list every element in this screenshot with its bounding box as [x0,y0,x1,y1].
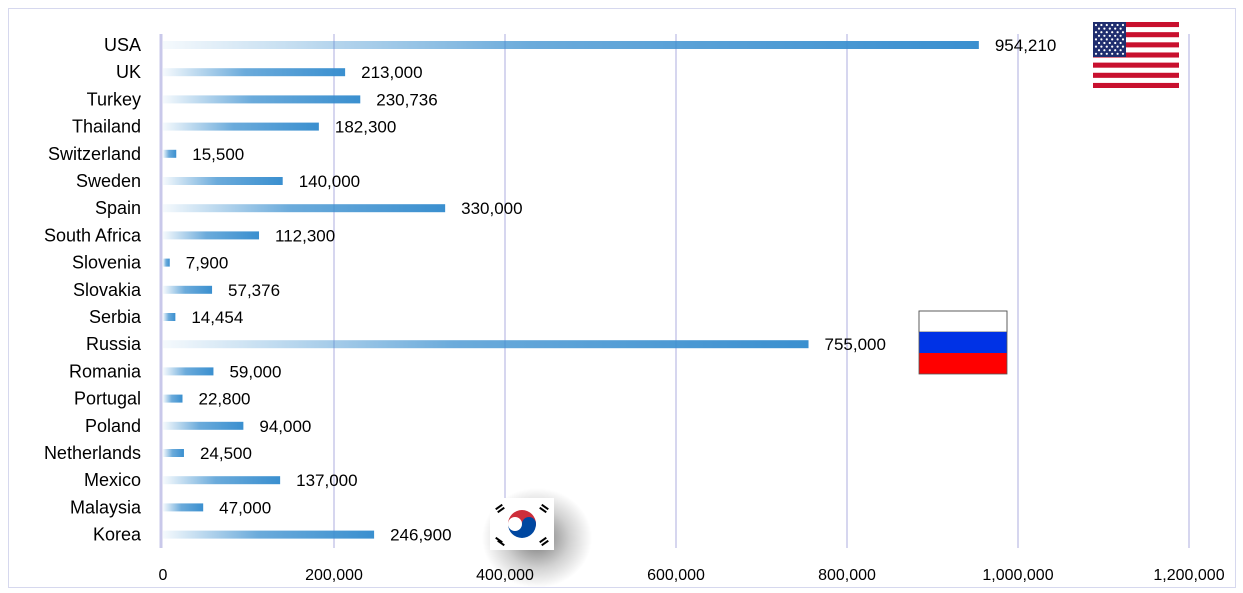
bar [163,68,346,77]
category-label: Netherlands [44,443,141,463]
category-label: Russia [86,334,142,354]
value-label: 15,500 [192,145,244,164]
category-label: South Africa [44,225,142,245]
x-tick-label: 600,000 [647,567,705,584]
category-label: Malaysia [70,497,142,517]
x-tick-label: 1,200,000 [1153,567,1224,584]
bar [163,122,319,131]
value-label: 140,000 [299,172,360,191]
value-label: 112,300 [275,226,335,245]
us-flag-icon [1093,22,1179,88]
value-label: 57,376 [228,281,280,300]
value-label: 47,000 [219,498,271,517]
x-tick-label: 1,000,000 [982,567,1053,584]
bar [163,340,809,349]
x-axis-ticks: 0200,000400,000600,000800,0001,000,0001,… [159,567,1225,584]
value-label: 137,000 [296,471,357,490]
category-label: Thailand [72,117,141,137]
bar [163,177,283,185]
x-tick-label: 200,000 [305,567,363,584]
category-label: Mexico [84,470,141,490]
value-label: 24,500 [200,444,252,463]
category-label: Portugal [74,389,141,409]
value-label: 213,000 [361,63,422,82]
labels: USA 954,210 UK 213,000 Turkey 230,736 Thailand… [44,35,1056,545]
bar [163,313,176,321]
x-tick-label: 0 [159,567,168,584]
bar [163,149,177,158]
value-label: 230,736 [376,90,437,109]
korea-flag-icon [482,488,592,588]
bar [163,231,260,240]
value-label: 94,000 [259,417,311,436]
bar [163,285,213,294]
flags [482,22,1179,588]
russia-flag-icon [918,310,1008,375]
x-tick-label: 800,000 [818,567,876,584]
bar [163,204,446,213]
category-label: Romania [69,361,142,381]
bar [163,394,183,403]
grid-lines [159,34,1190,548]
value-label: 755,000 [825,335,886,354]
bar [163,530,375,539]
category-label: Korea [93,525,142,545]
bar [163,449,184,457]
category-label: Switzerland [48,144,141,164]
value-label: 7,900 [186,254,229,273]
category-label: UK [116,62,141,82]
value-label: 14,454 [191,308,243,327]
bar [163,503,204,512]
value-label: 246,900 [390,526,451,545]
category-label: USA [104,35,141,55]
bar [163,367,214,376]
category-label: Serbia [89,307,142,327]
bar [163,41,979,49]
bar [163,258,170,267]
bar [163,421,244,430]
bars [163,41,979,539]
bar [163,476,281,485]
value-label: 182,300 [335,118,396,137]
value-label: 59,000 [229,362,281,381]
chart-frame [8,8,1236,588]
category-label: Slovakia [73,280,142,300]
category-label: Turkey [87,89,141,109]
category-label: Slovenia [72,253,142,273]
category-label: Poland [85,416,141,436]
bar [163,95,361,104]
value-label: 22,800 [198,390,250,409]
value-label: 954,210 [995,36,1056,55]
value-label: 330,000 [461,199,522,218]
category-label: Spain [95,198,141,218]
category-label: Sweden [76,171,141,191]
